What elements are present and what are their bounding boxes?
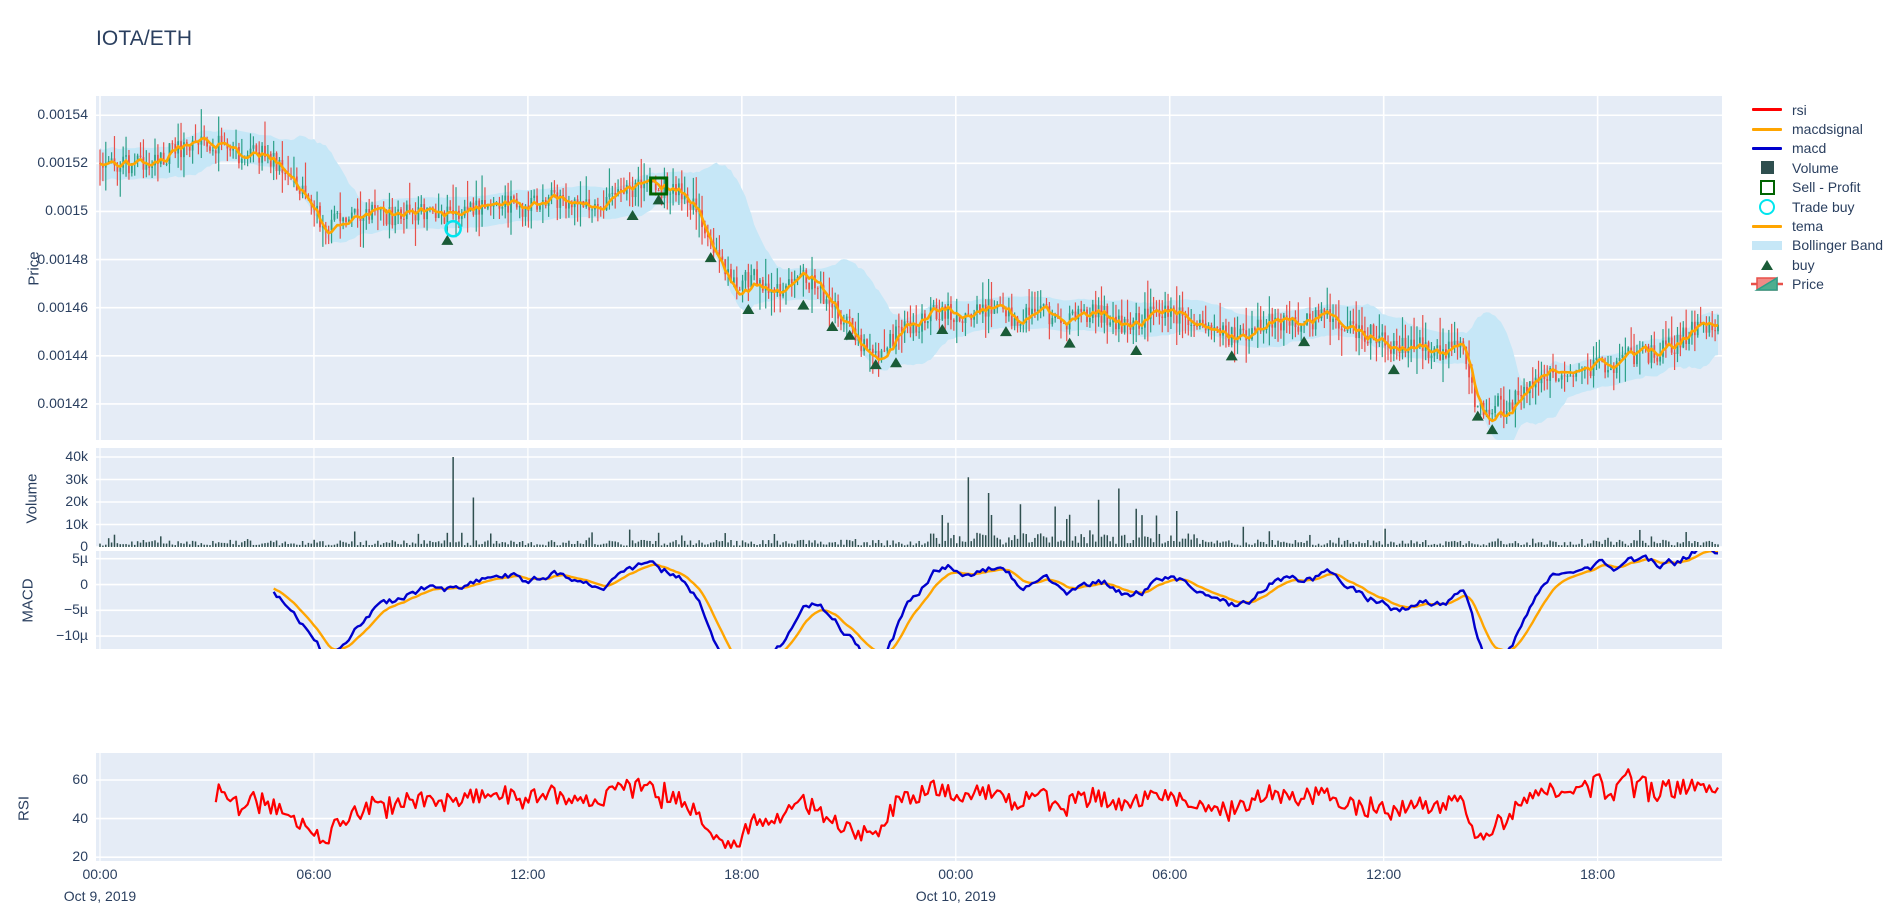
price-y-tick: 0.00144 <box>37 346 88 363</box>
triangle-up-icon <box>1761 259 1773 270</box>
price-panel <box>96 96 1722 440</box>
legend-item-label: Sell - Profit <box>1792 179 1861 196</box>
price-y-tick: 0.0015 <box>45 202 88 219</box>
x-tick-time: 12:00 <box>1366 866 1402 882</box>
line-swatch-icon <box>1752 108 1782 112</box>
x-tick-date: Oct 9, 2019 <box>63 888 137 903</box>
macd-y-tick: −5µ <box>63 601 88 618</box>
band-swatch-icon <box>1752 240 1782 250</box>
macd-plot <box>96 551 1722 649</box>
volume-plot <box>96 448 1722 547</box>
x-tick-time: 06:00 <box>1152 866 1188 882</box>
x-tick-time: 18:00 <box>724 866 760 882</box>
legend-item-label: tema <box>1792 218 1824 235</box>
macd-panel <box>96 551 1722 649</box>
legend-item-label: Volume <box>1792 159 1839 176</box>
legend-item-bollinger-band[interactable]: Bollinger Band <box>1748 236 1890 255</box>
volume-panel <box>96 448 1722 547</box>
volume-y-tick: 30k <box>65 470 88 487</box>
macd-y-tick: −10µ <box>56 627 88 644</box>
legend-item-macdsignal[interactable]: macdsignal <box>1748 119 1890 138</box>
legend-item-rsi[interactable]: rsi <box>1748 100 1890 119</box>
legend-item-label: Bollinger Band <box>1792 237 1884 254</box>
x-tick-time: 12:00 <box>510 866 546 882</box>
line-swatch-icon <box>1752 146 1782 150</box>
volume-y-tick: 0 <box>80 538 88 554</box>
x-tick-time: 00:00 <box>82 866 118 882</box>
legend-item-macd[interactable]: macd <box>1748 139 1890 158</box>
page-title: IOTA/ETH <box>96 27 193 50</box>
line-swatch-icon <box>1752 224 1782 228</box>
volume-y-tick: 20k <box>65 493 88 509</box>
legend-item-trade-buy[interactable]: Trade buy <box>1748 197 1890 216</box>
x-tick-date: Oct 10, 2019 <box>915 888 996 903</box>
legend-item-volume[interactable]: Volume <box>1748 158 1890 177</box>
open-circle-icon <box>1759 198 1775 215</box>
filled-square-icon <box>1760 161 1774 175</box>
legend-item-price[interactable]: Price <box>1748 275 1890 294</box>
rsi-plot <box>96 753 1722 861</box>
legend-item-label: rsi <box>1792 101 1807 118</box>
legend-item-label: macdsignal <box>1792 121 1863 138</box>
legend-item-label: Trade buy <box>1792 198 1855 215</box>
legend-item-label: Price <box>1792 276 1824 293</box>
legend-item-label: buy <box>1792 256 1815 273</box>
x-tick-time: 18:00 <box>1580 866 1616 882</box>
rsi-y-tick: 60 <box>72 771 88 787</box>
macd-y-tick: 0 <box>80 575 88 592</box>
x-tick-time: 00:00 <box>938 866 974 882</box>
rsi-y-tick: 20 <box>72 848 88 865</box>
price-y-tick: 0.00152 <box>37 154 88 171</box>
macd-y-tick: 5µ <box>72 549 88 566</box>
price-axis-title: Price <box>25 251 43 286</box>
legend-item-tema[interactable]: tema <box>1748 216 1890 235</box>
legend-item-sell-profit[interactable]: Sell - Profit <box>1748 178 1890 197</box>
rsi-y-tick: 40 <box>72 809 88 826</box>
price-y-tick: 0.00142 <box>37 394 88 411</box>
price-y-tick: 0.00154 <box>37 106 88 123</box>
legend-item-buy[interactable]: buy <box>1748 255 1890 274</box>
open-square-icon <box>1759 179 1775 195</box>
price-y-tick: 0.00148 <box>37 250 88 267</box>
volume-y-tick: 40k <box>65 448 88 464</box>
x-tick-time: 06:00 <box>296 866 332 882</box>
line-swatch-icon <box>1752 127 1782 131</box>
rsi-panel <box>96 753 1722 861</box>
price-y-tick: 0.00146 <box>37 298 88 315</box>
price-plot <box>96 96 1722 440</box>
volume-y-tick: 10k <box>65 515 88 532</box>
candlestick-icon <box>1751 276 1783 291</box>
legend-item-label: macd <box>1792 140 1827 157</box>
legend: rsi macdsignal macd Volume Sell - Profit Trad… <box>1748 100 1890 294</box>
